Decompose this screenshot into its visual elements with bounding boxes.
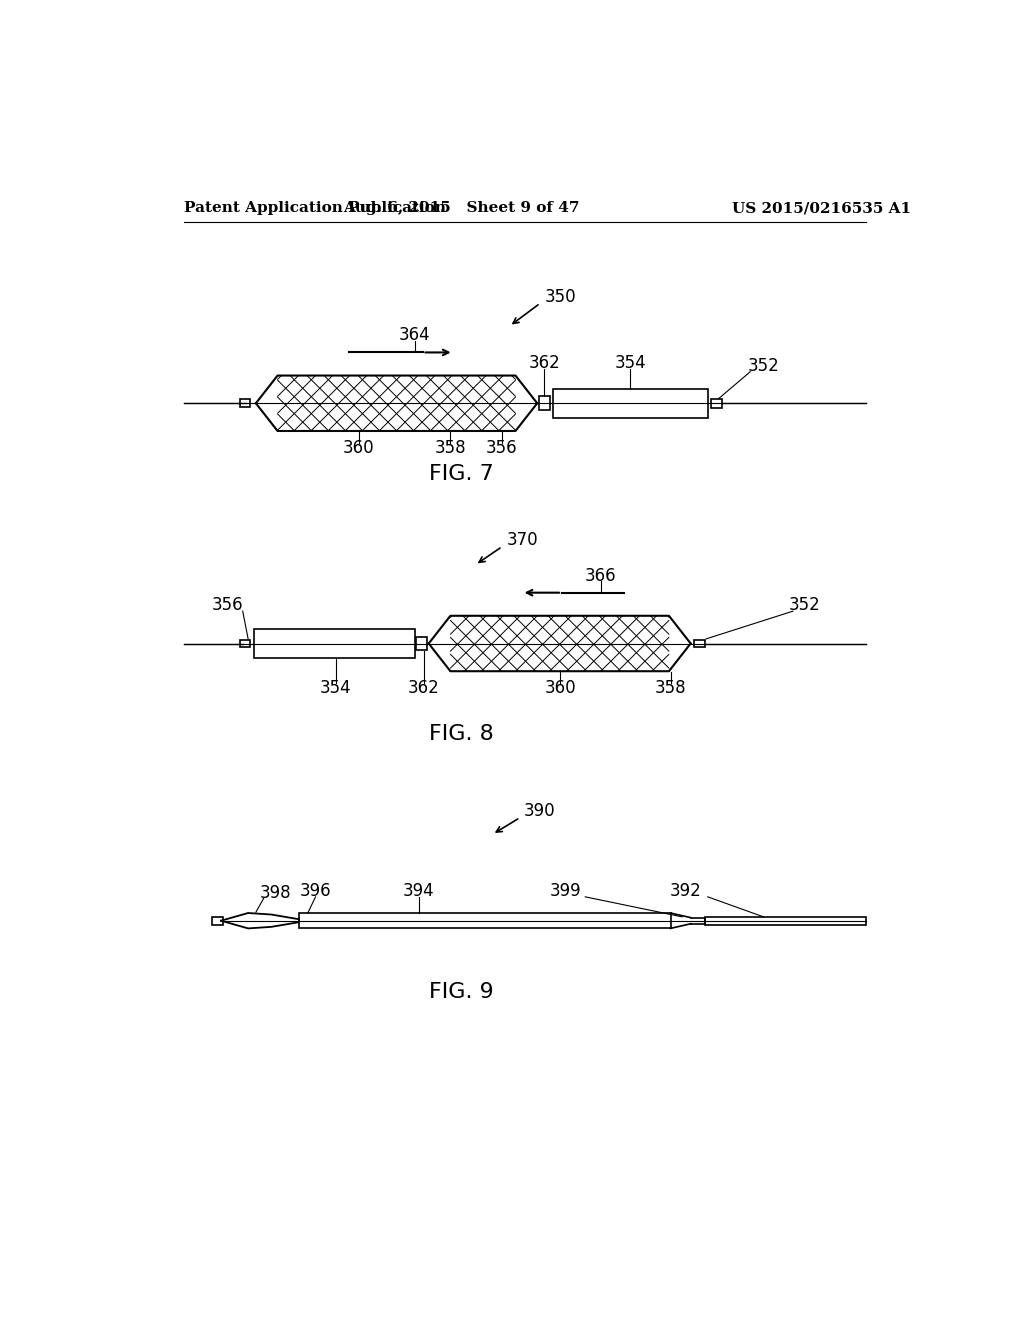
Text: 352: 352 (748, 358, 779, 375)
Text: 354: 354 (319, 680, 351, 697)
Text: 398: 398 (259, 884, 291, 902)
Text: 399: 399 (549, 883, 581, 900)
Text: 364: 364 (399, 326, 430, 345)
Text: US 2015/0216535 A1: US 2015/0216535 A1 (732, 202, 911, 215)
Bar (240, 640, 251, 647)
Text: FIG. 8: FIG. 8 (429, 725, 494, 744)
Text: 370: 370 (506, 532, 538, 549)
Bar (417, 636, 427, 651)
Text: FIG. 9: FIG. 9 (429, 982, 494, 1002)
Text: 362: 362 (528, 354, 560, 372)
Bar (711, 399, 722, 408)
Text: 366: 366 (585, 566, 616, 585)
Text: 360: 360 (343, 440, 375, 457)
Text: 358: 358 (654, 680, 686, 697)
Text: 350: 350 (545, 288, 577, 306)
Bar (240, 400, 251, 407)
Text: 354: 354 (614, 354, 646, 372)
Text: 390: 390 (523, 803, 555, 820)
Text: 396: 396 (300, 883, 332, 900)
Text: 392: 392 (670, 883, 701, 900)
Text: FIG. 7: FIG. 7 (429, 465, 494, 484)
Bar (299, 913, 671, 928)
Text: 394: 394 (402, 883, 434, 900)
Bar (693, 640, 705, 647)
Text: 352: 352 (788, 597, 820, 614)
Text: Aug. 6, 2015   Sheet 9 of 47: Aug. 6, 2015 Sheet 9 of 47 (343, 202, 580, 215)
Text: 362: 362 (409, 680, 440, 697)
Text: 356: 356 (485, 440, 517, 457)
Bar (539, 396, 550, 411)
Bar (212, 917, 223, 924)
Bar (705, 917, 866, 924)
Bar (254, 628, 415, 659)
Text: Patent Application Publication: Patent Application Publication (183, 202, 445, 215)
Text: 360: 360 (545, 680, 577, 697)
Text: 358: 358 (434, 440, 466, 457)
Bar (553, 388, 708, 418)
Text: 356: 356 (211, 597, 243, 614)
